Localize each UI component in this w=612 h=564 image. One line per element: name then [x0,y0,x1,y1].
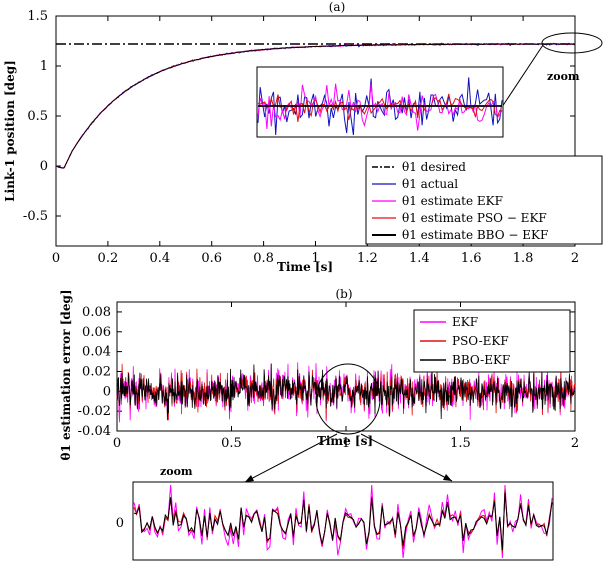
legend-a-label: θ1 estimate BBO − EKF [402,228,548,242]
plot-a-xtick-label: 1 [311,251,319,266]
plot-b-ytick-label: 0.04 [82,345,111,360]
legend-a-label: θ1 desired [402,160,466,174]
panel-b-label: (b) [335,287,352,301]
plot-a-series [55,42,576,169]
plot-a-xtick-label: 2 [571,251,579,266]
plot-b-xtick-label: 1 [342,436,350,451]
zoom-inset-a-series [257,77,503,136]
zoom-label-a: zoom [547,70,580,83]
plot-a-ytick-label: 1.5 [27,9,48,24]
plot-a-ytick-label: -0.5 [23,209,48,224]
plot-b-ytick-label: 0 [103,384,111,399]
legend-b-label: BBO-EKF [452,353,510,367]
legend-b-label: PSO-EKF [452,334,509,348]
plot-b-ytick-label: -0.02 [78,404,111,419]
zoom-arrow-b-left [244,433,338,483]
plot-b-xtick-label: 0.5 [221,436,242,451]
legend-a-label: θ1 actual [402,177,458,191]
plot-a-ytick-label: 0.5 [27,109,48,124]
plot-b-series [116,362,576,423]
plot-b-xtick-label: 2 [571,436,579,451]
plot-a-xtick-label: 1.2 [357,251,378,266]
plot-a-ytick-label: 1 [40,59,48,74]
plot-b-xtick-label: 1.5 [450,436,471,451]
plot-a-xtick-label: 0.2 [98,251,119,266]
plot-b-ytick-label: -0.04 [78,424,111,439]
plot-b-ticks: 0 0.5 1 1.5 2 -0.04 -0.02 0 0.02 0.04 0.06 0.08 [78,302,579,451]
inset-a-series [257,93,503,123]
series-bbo-ekf [116,363,576,421]
legend-a-label: θ1 estimate EKF [402,194,503,208]
zoom-inset-b-series [133,484,553,559]
zoom-arrow-b-right [360,433,453,482]
plot-b-ytick-label: 0.08 [82,305,111,320]
plot-b-ylabel: θ1 estimation error [deg] [59,289,73,460]
plot-a-ylabel: Link-1 position [deg] [3,60,17,202]
legend-a-entries: θ1 desired θ1 actual θ1 estimate EKF θ1 est… [372,160,548,242]
legend-b-label: EKF [452,315,478,329]
zoom-arrow-a [499,44,544,111]
plot-a-ytick-label: 0 [40,159,48,174]
plot-a-ticks: 0 0.2 0.4 0.6 0.8 1 1.2 1.4 1.6 1.8 2 -0.5 0 0.5 1 1.5 [23,9,579,266]
zoom-arrowhead-b-right [443,474,452,481]
plot-b-ytick-label: 0.06 [82,325,111,340]
legend-a [365,155,603,245]
plot-b-ytick-label: 0.02 [82,364,111,379]
legend-b-entries: EKF PSO-EKF BBO-EKF [420,315,510,367]
plot-a-xtick-label: 1.8 [513,251,534,266]
plot-a-xtick-label: 0.6 [201,251,222,266]
zoom-inset-b-ytick: 0 [116,516,124,531]
plot-a-xtick-label: 0.4 [149,251,170,266]
plot-a-xlabel: Time [s] [277,260,333,274]
series--1-estimate-bbo-ekf [55,43,576,169]
legend-a-label: θ1 estimate PSO − EKF [402,211,547,225]
plot-a-xtick-label: 1.6 [461,251,482,266]
plot-b-xtick-label: 0 [113,436,121,451]
zoom-label-b: zoom [160,465,193,478]
zoom-ellipse-a [541,32,603,54]
zoom-arrowhead-b-left [245,475,254,482]
zoom-circle-b [315,363,381,435]
plot-a-xtick-label: 1.4 [409,251,430,266]
inset-b-bbo-ekf [133,492,553,551]
plot-a-xtick-label: 0.8 [253,251,274,266]
legend-b [413,309,571,373]
plot-a-xtick-label: 0 [52,251,60,266]
panel-a-label: (a) [329,0,346,14]
